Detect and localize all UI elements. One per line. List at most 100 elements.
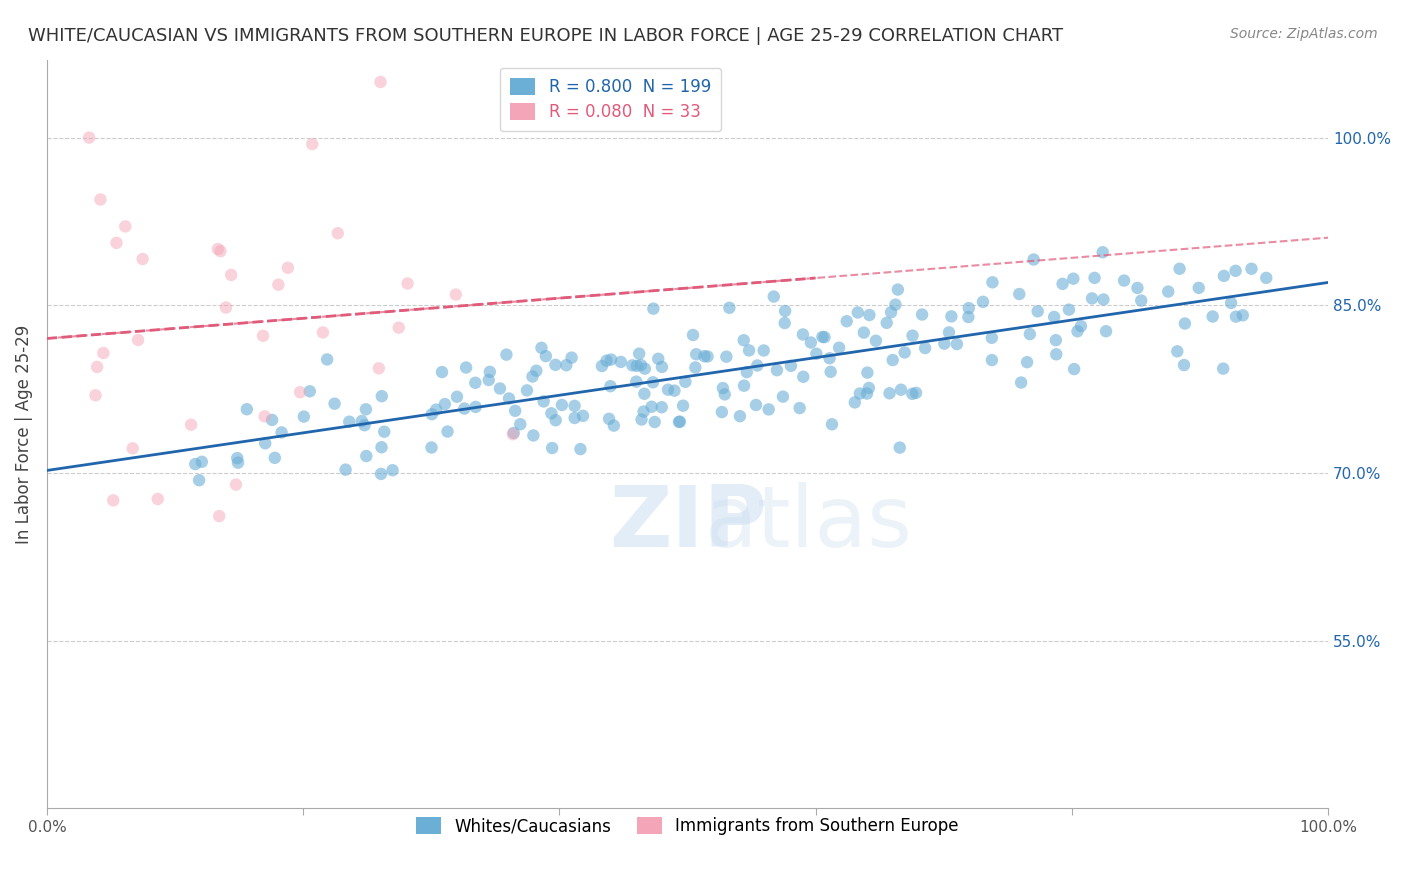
Point (146, 491, 169, 506)
Point (685, 347, 707, 361)
Point (644, 415, 666, 429)
Point (1092, 293, 1115, 307)
Point (180, 417, 202, 432)
Point (621, 359, 644, 373)
Point (789, 401, 811, 415)
Point (1188, 281, 1211, 295)
Point (551, 398, 574, 412)
Point (522, 428, 544, 442)
Point (522, 369, 544, 384)
Point (957, 310, 980, 324)
Point (733, 378, 755, 392)
Point (1052, 277, 1074, 291)
Point (353, 418, 375, 433)
Point (890, 383, 912, 397)
Point (381, 463, 404, 477)
Point (710, 405, 733, 419)
Point (882, 353, 904, 368)
Point (226, 456, 249, 470)
Point (444, 287, 467, 301)
Point (270, 425, 292, 440)
Point (103, 493, 125, 508)
Point (1043, 310, 1066, 324)
Point (1081, 292, 1104, 306)
Point (498, 392, 520, 406)
Point (664, 384, 686, 398)
Text: ZIP: ZIP (609, 483, 766, 566)
Point (599, 379, 621, 393)
Point (277, 260, 299, 275)
Text: WHITE/CAUCASIAN VS IMMIGRANTS FROM SOUTHERN EUROPE IN LABOR FORCE | AGE 25-29 CO: WHITE/CAUCASIAN VS IMMIGRANTS FROM SOUTH… (28, 27, 1063, 45)
Point (1232, 308, 1254, 322)
Point (292, 409, 315, 424)
Point (773, 316, 796, 330)
Point (946, 337, 969, 351)
Point (478, 365, 501, 379)
Point (1130, 293, 1153, 308)
Point (335, 462, 357, 476)
Point (420, 441, 443, 455)
Point (453, 401, 475, 416)
Point (887, 283, 910, 297)
Point (89, 193, 111, 207)
Point (371, 389, 394, 403)
Point (630, 358, 652, 372)
Point (856, 386, 879, 401)
Point (876, 316, 898, 330)
Point (934, 336, 956, 351)
Point (758, 402, 780, 417)
Point (792, 369, 814, 384)
Point (889, 441, 911, 455)
Point (433, 397, 456, 411)
Point (828, 341, 851, 355)
Point (1166, 344, 1188, 359)
Point (738, 343, 761, 358)
Point (893, 345, 915, 359)
Point (91, 346, 114, 360)
Point (225, 477, 247, 491)
Point (323, 397, 346, 411)
Point (121, 442, 143, 456)
Point (696, 350, 718, 364)
Point (263, 450, 285, 465)
Point (1225, 310, 1247, 324)
Point (1112, 274, 1135, 288)
Point (762, 289, 785, 303)
Point (1070, 319, 1092, 334)
Point (972, 294, 994, 309)
Point (1212, 268, 1234, 283)
Point (1126, 281, 1149, 295)
Point (938, 326, 960, 340)
Point (626, 375, 648, 389)
Point (813, 330, 835, 344)
Point (1168, 261, 1191, 276)
Point (880, 305, 903, 319)
Point (643, 301, 665, 316)
Point (858, 308, 880, 322)
Point (312, 326, 335, 340)
Point (595, 353, 617, 368)
Point (818, 351, 841, 366)
Point (207, 242, 229, 256)
Point (980, 331, 1002, 345)
Point (316, 352, 339, 367)
Point (957, 301, 980, 315)
Point (1212, 361, 1234, 376)
Point (980, 353, 1002, 368)
Point (849, 386, 872, 401)
Point (733, 333, 755, 347)
Point (131, 252, 153, 266)
Point (544, 358, 567, 372)
Point (1045, 347, 1067, 361)
Point (456, 360, 478, 375)
Point (301, 137, 323, 152)
Y-axis label: In Labor Force | Age 25-29: In Labor Force | Age 25-29 (15, 325, 32, 543)
Legend: Whites/Caucasians, Immigrants from Southern Europe: Whites/Caucasians, Immigrants from South… (406, 807, 969, 845)
Point (209, 244, 232, 259)
Point (1083, 271, 1105, 285)
Point (901, 328, 924, 343)
Point (298, 384, 321, 399)
Point (77, 130, 100, 145)
Point (640, 400, 662, 414)
Point (884, 298, 907, 312)
